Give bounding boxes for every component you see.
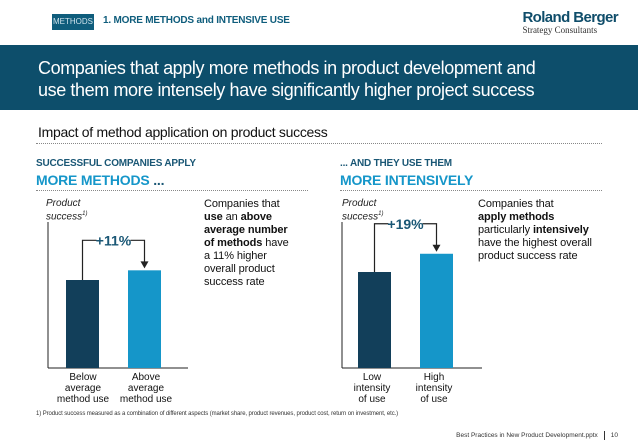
page-number: 10 xyxy=(610,432,618,440)
right-category-1: Low intensity of use xyxy=(346,372,398,405)
left-desc-line1: Companies that xyxy=(204,198,280,210)
left-desc-line7: success rate xyxy=(204,276,265,288)
headline: Companies that apply more methods in pro… xyxy=(38,57,598,101)
left-cat1-line1: Below xyxy=(69,372,97,383)
left-cat2-line3: method use xyxy=(119,394,173,405)
left-desc-an: an xyxy=(222,211,241,223)
right-bracket-right xyxy=(422,223,438,246)
right-panel-emphasis: MORE INTENSIVELY xyxy=(340,172,474,188)
section-title: 1. MORE METHODS and INTENSIVE USE xyxy=(103,15,290,26)
right-desc-line2: apply methods xyxy=(478,211,555,223)
left-cat2-line2: average xyxy=(127,383,165,394)
left-axis-label-line2: success1) xyxy=(46,209,87,222)
left-cat2-line1: Above xyxy=(131,372,161,383)
left-arrow-head xyxy=(140,261,149,269)
left-bar-1 xyxy=(66,280,99,368)
left-desc-above: above xyxy=(240,211,272,223)
right-panel-heading: ... AND THEY USE THEM xyxy=(340,158,452,169)
left-growth-label: +11% xyxy=(96,232,132,248)
roland-berger-logo: Roland Berger Strategy Consultants xyxy=(522,10,618,36)
left-panel-heading: SUCCESSFUL COMPANIES APPLY xyxy=(36,158,196,169)
right-cat1-line3: of use xyxy=(358,394,386,405)
headline-line-1: Companies that apply more methods in pro… xyxy=(38,58,536,78)
left-axis-label-word: success xyxy=(46,211,83,223)
left-desc-line2: use an above xyxy=(204,211,304,224)
right-desc-line3: particularly intensively xyxy=(478,224,608,237)
left-bracket-left xyxy=(81,239,97,280)
left-bar-2 xyxy=(128,270,161,368)
right-heading-divider xyxy=(340,190,602,191)
left-description: Companies that use an above average numb… xyxy=(204,198,304,289)
top-bar: METHODS 1. MORE METHODS and INTENSIVE US… xyxy=(0,0,638,45)
left-emphasis-suffix: ... xyxy=(149,172,165,188)
right-desc-intensively: intensively xyxy=(532,224,589,236)
headline-banner: Companies that apply more methods in pro… xyxy=(0,45,638,110)
left-desc-use: use xyxy=(204,211,223,223)
right-axis-footnote-mark: 1) xyxy=(378,211,384,217)
left-emphasis-text: MORE METHODS xyxy=(36,172,150,188)
right-axis-label-line1: Product xyxy=(342,198,377,209)
right-cat1-line1: Low xyxy=(362,372,382,383)
footer-doc-name: Best Practices in New Product Developmen… xyxy=(456,432,598,440)
left-category-2: Above average method use xyxy=(117,372,175,405)
right-growth-label: +19% xyxy=(387,216,424,232)
logo-name: Roland Berger xyxy=(522,9,618,26)
methods-tag: METHODS xyxy=(52,14,94,30)
left-desc-line4: of methods have xyxy=(204,237,304,250)
left-desc-of-methods: of methods xyxy=(204,237,263,249)
left-bracket-right xyxy=(130,239,146,263)
left-category-1: Below average method use xyxy=(54,372,112,405)
footnote: 1) Product success measured as a combina… xyxy=(36,411,399,417)
right-cat2-line1: High xyxy=(423,372,445,383)
right-category-2: High intensity of use xyxy=(408,372,460,405)
slide-subtitle: Impact of method application on product … xyxy=(38,124,328,140)
left-panel-emphasis: MORE METHODS ... xyxy=(36,172,164,188)
left-desc-line5: a 11% higher xyxy=(204,250,267,262)
left-cat1-line3: method use xyxy=(56,394,110,405)
right-axis-label-line2: success1) xyxy=(342,209,383,222)
logo-subtitle: Strategy Consultants xyxy=(522,25,598,35)
right-description: Companies that apply methods particularl… xyxy=(478,198,608,263)
left-axis-label: Product success1) xyxy=(46,198,87,222)
left-axis-label-line1: Product xyxy=(46,198,81,209)
left-axis-footnote-mark: 1) xyxy=(82,211,88,217)
right-desc-line4: have the highest overall xyxy=(478,237,592,249)
right-bar-2 xyxy=(420,253,453,368)
right-desc-line1: Companies that xyxy=(478,198,554,210)
right-bracket-left xyxy=(373,223,389,272)
left-desc-line6: overall product xyxy=(204,263,275,275)
right-desc-particularly: particularly xyxy=(478,224,533,236)
right-axis-label-word: success xyxy=(342,211,379,223)
right-cat1-line2: intensity xyxy=(353,383,391,394)
right-bar-1 xyxy=(358,272,391,368)
right-axis-label: Product success1) xyxy=(342,198,383,222)
right-arrow-head xyxy=(432,244,441,252)
left-cat1-line2: average xyxy=(64,383,102,394)
right-cat2-line3: of use xyxy=(420,394,448,405)
left-desc-line3: average number xyxy=(204,224,288,236)
footer-separator xyxy=(603,431,605,440)
right-cat2-line2: intensity xyxy=(415,383,453,394)
left-heading-divider xyxy=(36,190,308,191)
subtitle-divider xyxy=(36,143,602,144)
headline-line-2: use them more intensely have significant… xyxy=(38,80,535,100)
left-desc-have: have xyxy=(262,237,289,249)
slide-footer: Best Practices in New Product Developmen… xyxy=(456,431,618,440)
right-desc-line5: product success rate xyxy=(478,250,578,262)
